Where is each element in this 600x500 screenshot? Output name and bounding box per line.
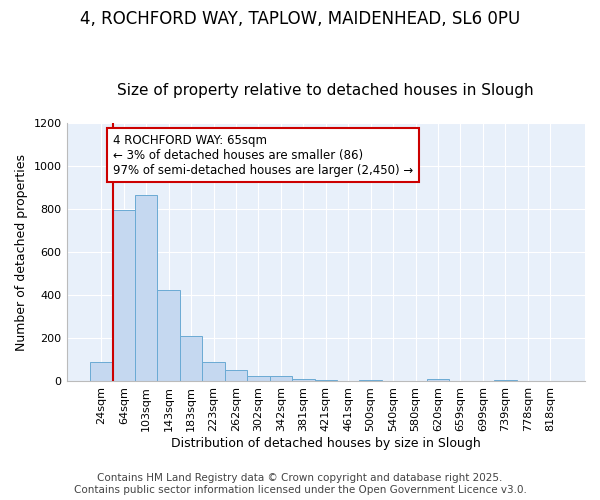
Y-axis label: Number of detached properties: Number of detached properties [15, 154, 28, 350]
Bar [113, 210, 135, 382]
Text: 4 ROCHFORD WAY: 65sqm
← 3% of detached houses are smaller (86)
97% of semi-detac: 4 ROCHFORD WAY: 65sqm ← 3% of detached h… [113, 134, 413, 176]
Bar [157, 290, 180, 382]
Bar [292, 379, 314, 382]
Bar [247, 376, 269, 382]
Bar [494, 380, 517, 382]
Text: 4, ROCHFORD WAY, TAPLOW, MAIDENHEAD, SL6 0PU: 4, ROCHFORD WAY, TAPLOW, MAIDENHEAD, SL6… [80, 10, 520, 28]
Bar [90, 362, 113, 382]
Bar [135, 195, 157, 382]
Text: Contains HM Land Registry data © Crown copyright and database right 2025.
Contai: Contains HM Land Registry data © Crown c… [74, 474, 526, 495]
Bar [180, 336, 202, 382]
Bar [225, 370, 247, 382]
Bar [202, 362, 225, 382]
Bar [314, 380, 337, 382]
Title: Size of property relative to detached houses in Slough: Size of property relative to detached ho… [118, 83, 534, 98]
Bar [427, 380, 449, 382]
X-axis label: Distribution of detached houses by size in Slough: Distribution of detached houses by size … [171, 437, 481, 450]
Bar [359, 380, 382, 382]
Bar [269, 376, 292, 382]
